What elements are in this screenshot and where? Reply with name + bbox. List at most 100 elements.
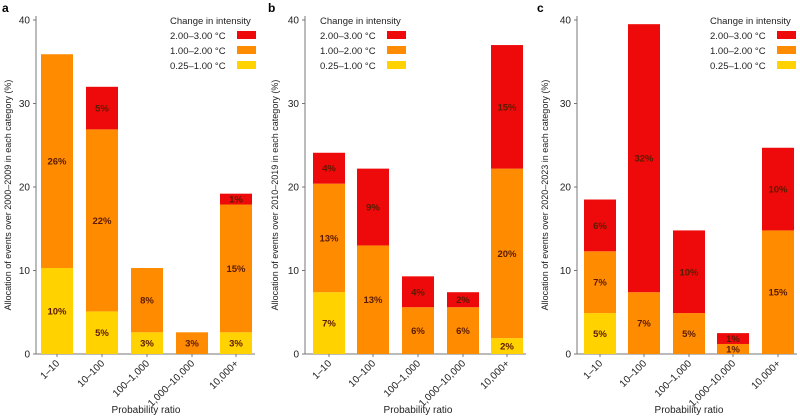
y-tick-label: 30	[560, 99, 572, 110]
y-tick-label: 30	[288, 99, 300, 110]
bar-segment	[717, 333, 749, 344]
panel-c: c 0 10 20 30 40 Allocation of events over 2020…	[537, 1, 797, 416]
y-tick-label: 30	[19, 99, 31, 110]
bar-segment	[220, 332, 252, 354]
bar-segment	[584, 251, 616, 314]
bar-segment	[86, 129, 118, 312]
bar-segment	[131, 267, 163, 333]
bar-segment	[673, 230, 705, 314]
y-axis-title: Allocation of events over 2000–2009 in e…	[3, 80, 13, 311]
data-label: 10%	[679, 267, 699, 278]
x-tick-label: 100–1,000	[111, 358, 153, 400]
bar-segment	[220, 193, 252, 205]
bar-segment	[762, 147, 794, 231]
bar-segment	[762, 230, 794, 354]
data-label: 10%	[47, 306, 67, 317]
bar-segment	[41, 267, 73, 354]
data-label: 20%	[497, 249, 517, 260]
x-tick-label: 10,000+	[750, 358, 784, 392]
x-tick-label: 10–100	[347, 358, 379, 390]
legend: Change in intensity 2.00–3.00 °C 1.00–2.00…	[710, 16, 796, 72]
panel-letter: c	[537, 1, 544, 15]
legend-swatch	[387, 46, 406, 54]
panel-b: b 0 10 20 30 40 Allocation of events over 2010…	[268, 1, 526, 416]
data-label: 13%	[319, 233, 339, 244]
data-label: 6%	[593, 221, 607, 232]
bar-segment	[357, 245, 389, 354]
data-label: 3%	[229, 339, 243, 350]
data-label: 5%	[95, 104, 109, 115]
data-label: 10%	[768, 185, 788, 196]
legend-label: 2.00–3.00 °C	[170, 31, 226, 42]
panel-letter: b	[268, 1, 275, 15]
bar-segment	[491, 338, 523, 354]
y-axis-title: Allocation of events over 2010–2019 in e…	[270, 80, 280, 311]
data-label: 4%	[322, 164, 336, 175]
legend-swatch	[237, 61, 256, 69]
x-tick-label: 1–10	[311, 358, 335, 382]
data-label: 7%	[637, 319, 651, 330]
legend: Change in intensity 2.00–3.00 °C 1.00–2.00…	[170, 16, 256, 72]
legend-swatch	[777, 61, 796, 69]
y-tick-label: 0	[565, 350, 571, 361]
x-tick-label: 10,000+	[479, 358, 513, 392]
legend-label: 0.25–1.00 °C	[320, 61, 376, 72]
y-tick-label: 20	[560, 183, 572, 194]
data-label: 6%	[456, 326, 470, 337]
data-label: 8%	[140, 296, 154, 307]
x-tick-label: 100–1,000	[653, 358, 695, 400]
y-tick-label: 10	[19, 266, 31, 277]
legend-label: 2.00–3.00 °C	[320, 31, 376, 42]
legend-swatch	[777, 31, 796, 39]
bar-segment	[717, 343, 749, 354]
x-tick-label: 10–100	[76, 358, 108, 390]
x-tick-label: 1,000–10,000	[146, 358, 197, 409]
bar-segment	[131, 332, 163, 354]
data-label: 5%	[95, 328, 109, 339]
legend-label: 0.25–1.00 °C	[710, 61, 766, 72]
x-tick-label: 1–10	[39, 358, 63, 382]
y-tick-label: 40	[19, 16, 31, 27]
data-label: 7%	[322, 319, 336, 330]
y-tick-label: 10	[288, 266, 300, 277]
data-label: 15%	[768, 288, 788, 299]
bar-segment	[447, 292, 479, 308]
bar-segment	[313, 152, 345, 184]
bar-segment	[86, 311, 118, 354]
data-label: 26%	[47, 157, 67, 168]
data-label: 15%	[497, 102, 517, 113]
data-label: 15%	[226, 264, 246, 275]
y-tick-label: 20	[19, 183, 31, 194]
y-tick-label: 40	[288, 16, 300, 27]
data-label: 5%	[593, 329, 607, 340]
legend-label: 1.00–2.00 °C	[710, 46, 766, 57]
legend-swatch	[237, 46, 256, 54]
y-tick-label: 10	[560, 266, 572, 277]
panel-letter: a	[2, 1, 9, 15]
legend-label: 1.00–2.00 °C	[320, 46, 376, 57]
data-label: 3%	[140, 339, 154, 350]
bar-segment	[628, 292, 660, 354]
data-label: 5%	[682, 329, 696, 340]
y-tick-label: 0	[293, 350, 299, 361]
data-label: 3%	[185, 339, 199, 350]
legend-title: Change in intensity	[710, 16, 791, 27]
bar-segment	[402, 307, 434, 354]
legend-swatch	[777, 46, 796, 54]
bar-segment	[584, 313, 616, 354]
bar-segment	[491, 45, 523, 169]
bar-segment	[584, 199, 616, 252]
data-label: 22%	[92, 216, 112, 227]
x-tick-label: 1,000–10,000	[417, 358, 468, 409]
bar-segment	[673, 313, 705, 354]
data-label: 13%	[363, 295, 383, 306]
x-axis-title: Probability ratio	[112, 405, 181, 416]
data-label: 1%	[726, 334, 740, 345]
legend-title: Change in intensity	[170, 16, 251, 27]
x-tick-label: 1–10	[582, 358, 606, 382]
x-tick-label: 100–1,000	[382, 358, 424, 400]
x-tick-label: 1,000–10,000	[687, 358, 738, 409]
data-label: 6%	[411, 326, 425, 337]
bar-segment	[41, 54, 73, 268]
